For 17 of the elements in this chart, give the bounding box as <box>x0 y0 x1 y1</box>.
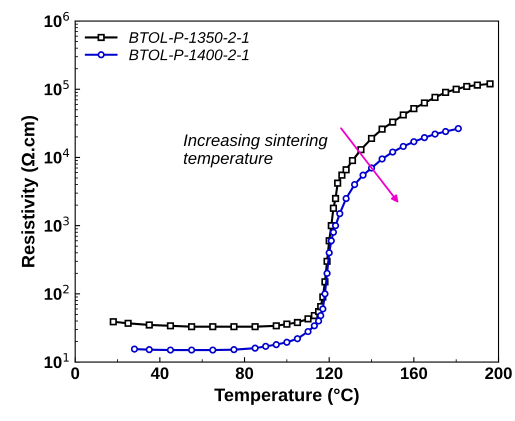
y-tick-label: 10$^{3}$ <box>44 216 69 232</box>
x-tick-label: 40 <box>150 367 168 380</box>
x-axis-title: Temperature (°C) <box>214 388 359 405</box>
x-tick-label: 160 <box>401 367 428 380</box>
x-tick-label: 200 <box>485 367 512 380</box>
x-tick-label: 0 <box>71 367 80 380</box>
y-tick-label: 10$^{1}$ <box>44 353 69 368</box>
annotation: Increasing sintering temperature <box>184 134 328 168</box>
y-axis-title: Resistivity (Ω.cm) <box>21 116 38 267</box>
legend-label: BTOL-P-1400-2-1 <box>129 49 249 60</box>
y-tick-label: 10$^{6}$ <box>44 12 70 28</box>
y-tick-label: 10$^{2}$ <box>44 284 69 300</box>
x-tick-label: 120 <box>316 367 342 380</box>
legend-label: BTOL-P-1350-2-1 <box>129 32 249 43</box>
x-tick-label: 80 <box>236 367 254 380</box>
y-tick-label: 10$^{4}$ <box>44 148 70 164</box>
y-tick-label: 10$^{5}$ <box>44 80 69 96</box>
